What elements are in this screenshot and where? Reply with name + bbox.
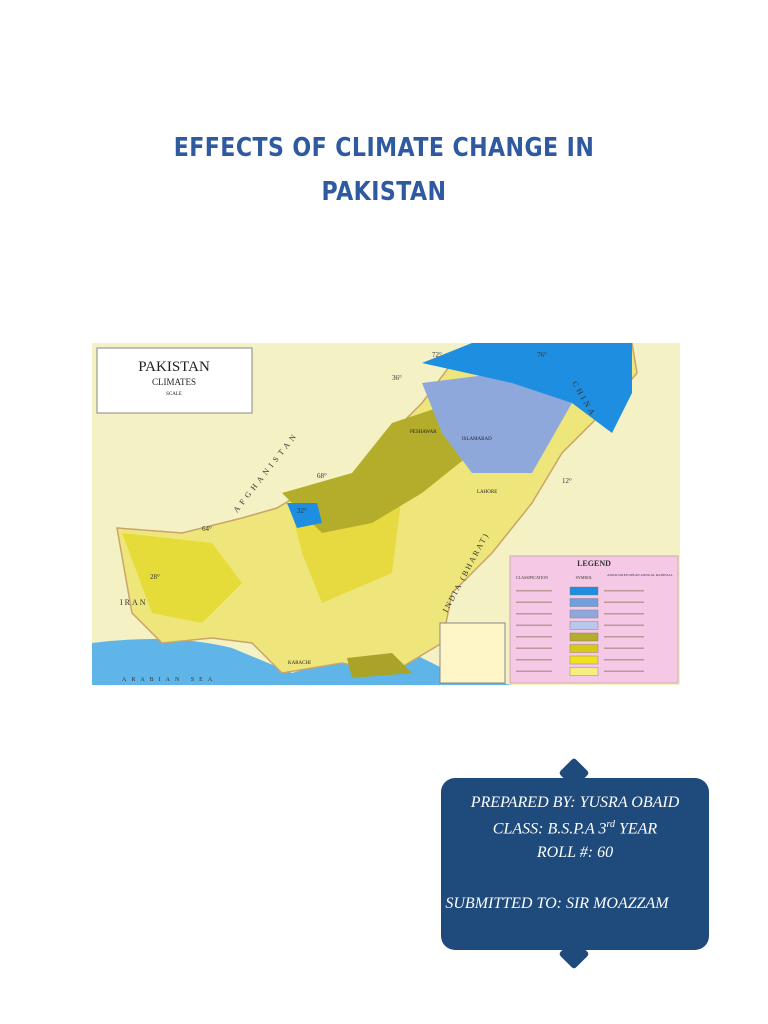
degree-label: 68° [317, 472, 327, 480]
legend-header: SYMBOL [576, 575, 593, 580]
climate-zone [347, 653, 412, 678]
legend-line [516, 659, 552, 661]
degree-label: 76° [537, 351, 547, 359]
city-label: PESHAWAR [410, 430, 437, 435]
climate-zone [122, 533, 242, 623]
legend-line [604, 601, 644, 603]
title: PAKISTAN [321, 177, 447, 207]
legend-header: ASSOCIATED MEAN ANNUAL RAINFALL [607, 573, 673, 577]
class-sup: rd [606, 819, 615, 830]
legend-line [604, 670, 644, 672]
climate-zone [287, 503, 322, 528]
map-subtitle: CLIMATES [152, 377, 196, 387]
legend-line [516, 636, 552, 638]
legend-swatch [569, 632, 599, 642]
city-label: KARACHI [288, 661, 311, 666]
legend-swatch [569, 586, 599, 596]
degree-label: 36° [392, 374, 402, 382]
legend-title: LEGEND [577, 559, 611, 568]
legend-swatch [569, 598, 599, 607]
map-title-box [96, 347, 253, 414]
class: CLASS: B.S.P.A 3rd YEAR [441, 819, 709, 838]
map: PAKISTAN CLIMATES SCALE LEGEND CLASSIFIC… [92, 343, 680, 685]
city-label: ISLAMABAD [462, 437, 492, 442]
legend-line [516, 613, 552, 615]
map-label: ARABIAN SEA [122, 677, 217, 683]
legend-swatch [569, 667, 599, 676]
submitted-to: SUBMITTED TO: SIR MOAZZAM [445, 895, 669, 912]
legend-swatch [569, 644, 599, 653]
legend-swatch [569, 655, 599, 665]
class-end: YEAR [614, 820, 658, 838]
degree-label: 28° [150, 573, 160, 581]
legend-line [604, 613, 644, 615]
degree-label: 32° [297, 507, 307, 515]
inset-map [439, 622, 506, 684]
legend-line [604, 624, 644, 626]
legend-line [516, 647, 552, 649]
map-label: IRAN [120, 598, 148, 607]
city-label: LAHORE [477, 490, 497, 495]
legend-line [604, 647, 644, 649]
roll: ROLL #: 60 [536, 844, 614, 861]
climate-zone [422, 373, 572, 473]
map-scale: SCALE [166, 392, 182, 397]
prepared-by: PREPARED BY: YUSRA OBAID [470, 794, 680, 811]
climate-zone [422, 343, 632, 433]
title: EFFECTS OF CLIMATE CHANGE IN [173, 133, 595, 163]
legend-swatch [569, 621, 599, 630]
class-text: CLASS: B.S.P.A 3 [492, 820, 607, 838]
map-title: PAKISTAN [138, 359, 210, 375]
degree-label: 12° [562, 477, 572, 485]
legend-line [516, 590, 552, 592]
legend-line [516, 670, 552, 672]
degree-label: 64° [202, 525, 212, 533]
info-box: PREPARED BY: YUSRA OBAID CLASS: B.S.P.A … [441, 778, 709, 950]
legend-header: CLASSIFICATION [516, 575, 548, 580]
legend-line [604, 636, 644, 638]
degree-label: 72° [432, 351, 442, 359]
legend-line [516, 601, 552, 603]
legend-line [604, 590, 644, 592]
climate-zone [282, 403, 472, 533]
legend-line [604, 659, 644, 661]
legend-swatch [569, 609, 599, 619]
legend-line [516, 624, 552, 626]
